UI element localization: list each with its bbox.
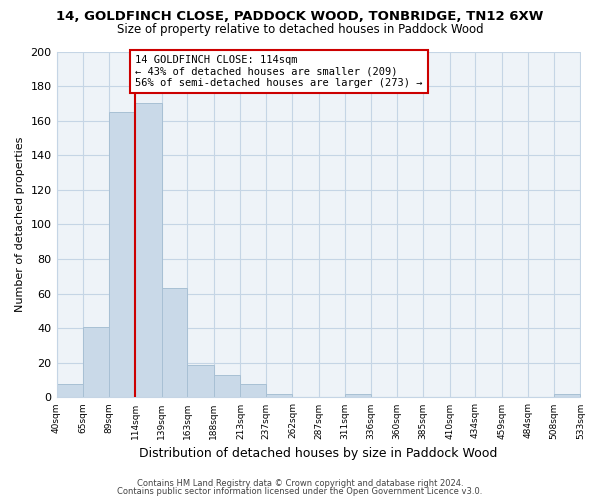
- Y-axis label: Number of detached properties: Number of detached properties: [15, 137, 25, 312]
- Bar: [344, 394, 371, 398]
- Text: Contains public sector information licensed under the Open Government Licence v3: Contains public sector information licen…: [118, 487, 482, 496]
- Text: Contains HM Land Registry data © Crown copyright and database right 2024.: Contains HM Land Registry data © Crown c…: [137, 478, 463, 488]
- Bar: [56, 384, 83, 398]
- Bar: [266, 394, 292, 398]
- X-axis label: Distribution of detached houses by size in Paddock Wood: Distribution of detached houses by size …: [139, 447, 498, 460]
- Bar: [241, 384, 266, 398]
- Text: Size of property relative to detached houses in Paddock Wood: Size of property relative to detached ho…: [116, 22, 484, 36]
- Bar: [162, 288, 187, 398]
- Bar: [83, 326, 109, 398]
- Bar: [554, 394, 580, 398]
- Bar: [109, 112, 135, 398]
- Bar: [214, 375, 241, 398]
- Text: 14 GOLDFINCH CLOSE: 114sqm
← 43% of detached houses are smaller (209)
56% of sem: 14 GOLDFINCH CLOSE: 114sqm ← 43% of deta…: [135, 55, 422, 88]
- Text: 14, GOLDFINCH CLOSE, PADDOCK WOOD, TONBRIDGE, TN12 6XW: 14, GOLDFINCH CLOSE, PADDOCK WOOD, TONBR…: [56, 10, 544, 23]
- Bar: [187, 364, 214, 398]
- Bar: [135, 104, 162, 398]
